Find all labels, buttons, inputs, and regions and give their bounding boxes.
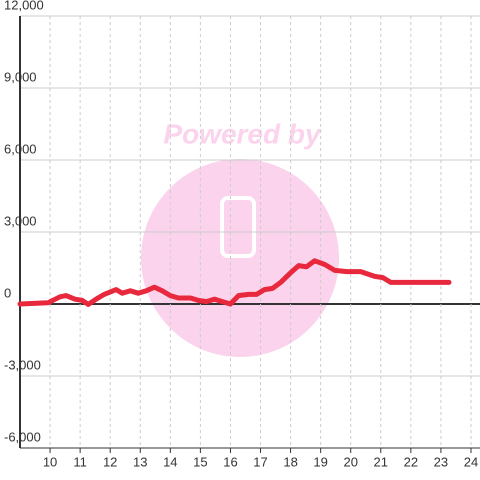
x-tick-label: 18	[283, 454, 297, 469]
x-tick-label: 21	[374, 454, 388, 469]
y-tick-label: 12,000	[4, 0, 44, 12]
x-tick-label: 12	[103, 454, 117, 469]
y-tick-label: -6,000	[4, 429, 41, 444]
y-tick-label: 0	[4, 285, 11, 300]
x-tick-label: 14	[163, 454, 177, 469]
x-tick-label: 15	[193, 454, 207, 469]
watermark: Powered by	[141, 118, 339, 357]
data-line	[17, 258, 452, 307]
x-tick-label: 10	[43, 454, 57, 469]
x-tick-label: 22	[404, 454, 418, 469]
x-tick-label: 23	[434, 454, 448, 469]
x-tick-label: 24	[464, 454, 478, 469]
x-tick-label: 19	[313, 454, 327, 469]
watermark-text: Powered by	[163, 118, 322, 149]
x-tick-label: 16	[223, 454, 237, 469]
x-tick-label: 17	[253, 454, 267, 469]
y-tick-label: -3,000	[4, 357, 41, 372]
x-tick-label: 20	[343, 454, 357, 469]
watermark-icon	[220, 196, 256, 258]
x-tick-label: 13	[133, 454, 147, 469]
x-tick-label: 11	[73, 454, 87, 469]
